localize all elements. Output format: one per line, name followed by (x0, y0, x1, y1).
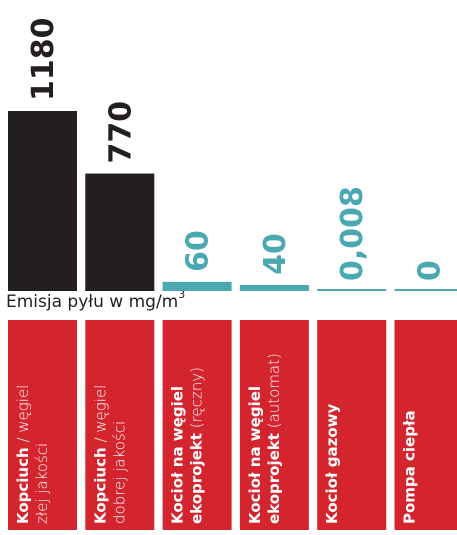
category-box (317, 320, 387, 530)
category-box (85, 320, 155, 530)
value-label: 60 (181, 230, 216, 272)
category-label-part: ekoprojekt (187, 433, 205, 524)
category-label-part: Kocioł na węgiel (168, 386, 186, 524)
category-label-part: (ręczny) (187, 367, 205, 433)
category-label-part: złej jakości (33, 443, 51, 524)
category-label: Kocioł gazowy (323, 403, 341, 524)
value-label: 40 (258, 233, 293, 275)
value-label: 0,008 (335, 186, 370, 281)
category-label-part: ekoprojekt (264, 433, 282, 524)
category-label: Pompa ciepła (400, 410, 418, 524)
value-label: 0 (413, 260, 448, 281)
bar (85, 173, 155, 291)
category-label: Kocioł na węgiel (168, 386, 186, 524)
category-label: Kocioł na węgiel (245, 386, 263, 524)
category-label: ekoprojekt (ręczny) (187, 367, 205, 524)
category-label: dobrej jakości (110, 421, 128, 524)
axis-label-sup: 3 (178, 288, 185, 301)
category-label-part: Kocioł gazowy (323, 403, 341, 524)
bar (162, 281, 232, 291)
category-label-part: Pompa ciepła (400, 410, 418, 524)
category-label-part: Kopciuch (91, 447, 109, 524)
category-label: ekoprojekt (automat) (264, 353, 282, 524)
axis-label: Emisja pyłu w mg/m3 (6, 288, 185, 312)
category-label-part: / węgiel (14, 385, 32, 448)
category-label-part: dobrej jakości (110, 421, 128, 524)
category-label-part: / węgiel (91, 385, 109, 448)
category-box (162, 320, 232, 530)
axis-label-text: Emisja pyłu w mg/m (6, 292, 178, 312)
category-label-part: Kocioł na węgiel (245, 386, 263, 524)
category-box (394, 320, 457, 530)
category-label: Kopciuch / węgiel (14, 385, 32, 524)
value-label: 1180 (26, 18, 61, 102)
category-label: Kopciuch / węgiel (91, 385, 109, 524)
category-label-part: (automat) (264, 353, 282, 433)
bar (239, 284, 309, 291)
value-label: 770 (103, 101, 138, 164)
category-label-part: Kopciuch (14, 447, 32, 524)
category-box (8, 320, 77, 530)
bar (8, 111, 77, 291)
category-label: złej jakości (33, 443, 51, 524)
category-box (239, 320, 309, 530)
